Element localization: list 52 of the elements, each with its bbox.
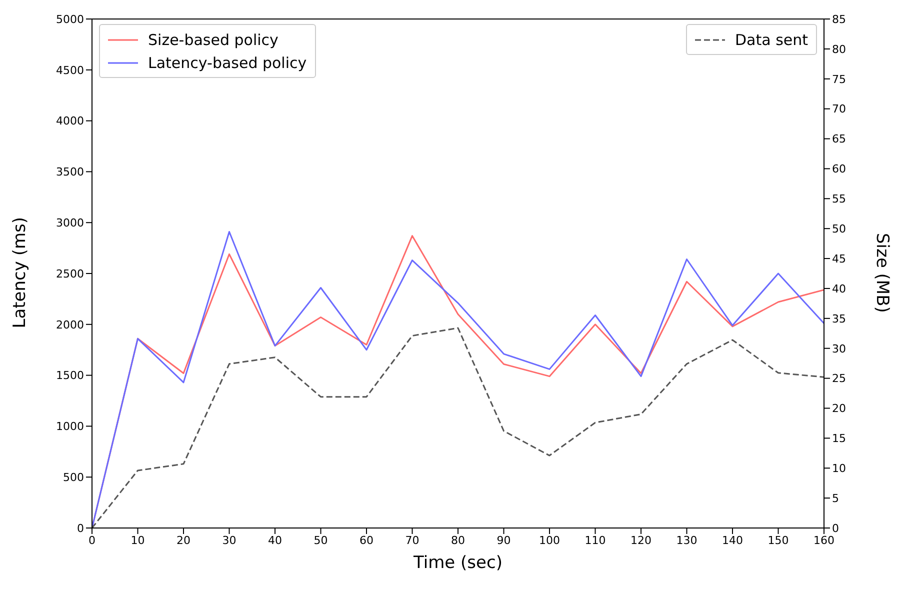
y-tick-label: 3000	[56, 216, 84, 230]
y2-tick-label: 70	[832, 102, 846, 116]
y2-tick-label: 35	[832, 312, 846, 326]
x-tick-label: 90	[496, 534, 511, 547]
y2-tick-label: 75	[832, 72, 846, 86]
y2-tick-label: 30	[832, 342, 846, 356]
legend-label: Size-based policy	[148, 30, 278, 48]
x-tick-label: 60	[360, 534, 374, 547]
x-tick-label: 120	[630, 534, 652, 547]
x-tick-label: 20	[176, 534, 190, 547]
y-tick-label: 500	[63, 471, 84, 484]
y2-tick-label: 0	[832, 522, 839, 535]
x-tick-label: 70	[405, 534, 420, 547]
x-tick-label: 140	[722, 534, 743, 547]
x-tick-label: 40	[268, 534, 282, 547]
y-tick-label: 2500	[56, 267, 84, 280]
y-tick-label: 0	[77, 522, 84, 535]
x-tick-label: 110	[584, 534, 606, 547]
y2-tick-label: 80	[832, 42, 846, 56]
y-tick-label: 3500	[56, 166, 84, 179]
y2-tick-label: 5	[832, 492, 839, 505]
y-tick-label: 1500	[56, 369, 84, 382]
y2-tick-label: 20	[832, 402, 846, 416]
y2-tick-label: 10	[832, 462, 846, 476]
y2-tick-label: 40	[832, 282, 846, 296]
legend-label: Latency-based policy	[148, 54, 307, 72]
x-axis-title: Time (sec)	[412, 553, 502, 573]
x-tick-label: 50	[314, 534, 328, 547]
y2-tick-label: 60	[832, 162, 846, 176]
x-tick-label: 100	[539, 534, 560, 547]
y2-tick-label: 25	[832, 372, 846, 386]
y-tick-label: 4000	[56, 114, 84, 128]
y-tick-label: 2000	[56, 318, 84, 332]
y2-tick-label: 65	[832, 132, 846, 146]
y2-axis-title: Size (MB)	[872, 233, 892, 313]
y-tick-label: 5000	[56, 12, 84, 26]
x-tick-label: 0	[88, 534, 96, 547]
y2-tick-label: 15	[832, 432, 846, 446]
y2-tick-label: 45	[832, 252, 846, 266]
x-tick-label: 150	[768, 534, 789, 547]
x-tick-label: 30	[222, 534, 236, 547]
x-tick-label: 130	[676, 534, 698, 547]
y-axis-title: Latency (ms)	[10, 217, 30, 329]
legend-label: Data sent	[734, 30, 808, 48]
y2-tick-label: 50	[832, 222, 846, 236]
y2-tick-label: 55	[832, 192, 846, 206]
y-tick-label: 1000	[56, 420, 84, 434]
x-tick-label: 160	[814, 534, 834, 547]
y2-tick-label: 85	[832, 12, 846, 26]
y-tick-label: 4500	[56, 64, 84, 77]
x-tick-label: 10	[130, 534, 145, 547]
x-tick-label: 80	[451, 534, 465, 547]
